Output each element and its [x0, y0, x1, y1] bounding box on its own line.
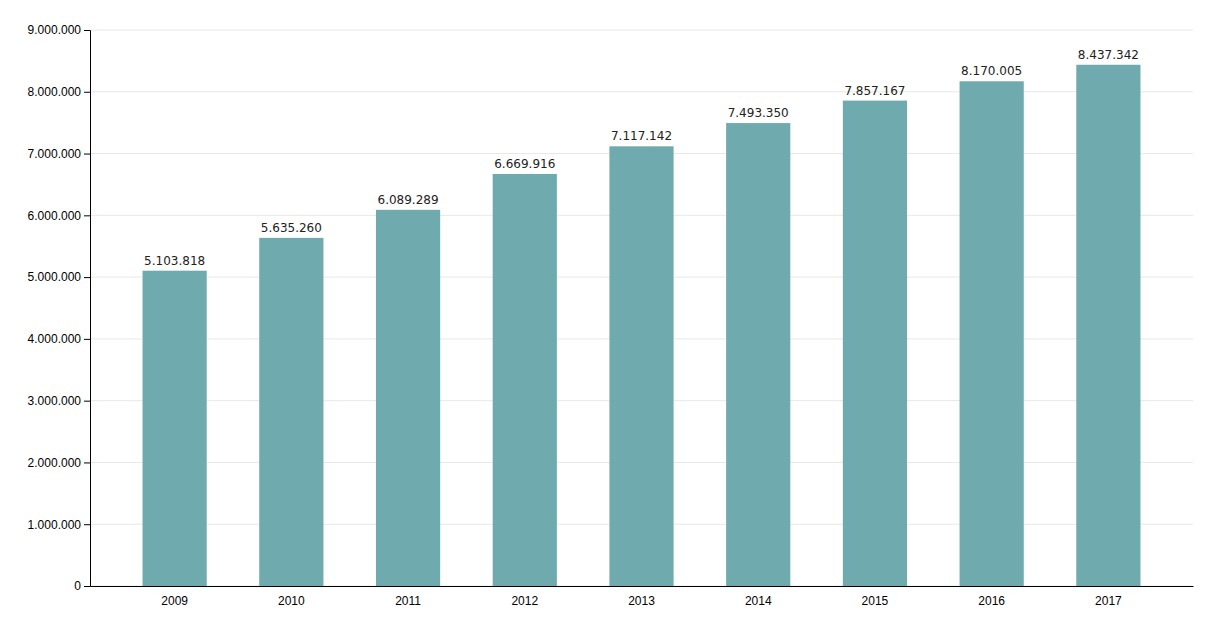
- data-label: 5.103.818: [144, 254, 205, 268]
- y-tick-mark: [84, 277, 90, 278]
- bar: [1076, 65, 1140, 586]
- y-tick: 4.000.000: [28, 332, 90, 346]
- y-tick: 6.000.000: [28, 209, 90, 223]
- bars: [143, 65, 1141, 586]
- bar: [726, 123, 790, 586]
- data-label: 6.669.916: [494, 157, 555, 171]
- grid-line: [90, 30, 1193, 31]
- y-axis: 0 1.000.000 2.000.000 3.000.000 4.000.000 5.0…: [28, 23, 91, 593]
- x-tick: 2014: [745, 594, 772, 608]
- x-tick-label: 2014: [745, 594, 772, 608]
- y-tick: 9.000.000: [28, 23, 90, 37]
- bar: [843, 101, 907, 586]
- y-tick: 8.000.000: [28, 85, 90, 99]
- y-tick-mark: [84, 154, 90, 155]
- plot: 0 1.000.000 2.000.000 3.000.000 4.000.000 5.0…: [28, 23, 1194, 607]
- bar: [493, 174, 557, 586]
- chart: 0 1.000.000 2.000.000 3.000.000 4.000.000 5.0…: [0, 0, 1223, 631]
- y-tick-label: 3.000.000: [28, 394, 82, 408]
- y-tick: 3.000.000: [28, 394, 90, 408]
- data-label: 7.493.350: [728, 106, 789, 120]
- y-tick: 0: [74, 579, 90, 593]
- data-label: 8.437.342: [1078, 48, 1139, 62]
- x-tick-label: 2015: [862, 594, 889, 608]
- x-tick-label: 2010: [278, 594, 305, 608]
- y-tick-mark: [84, 92, 90, 93]
- x-tick: 2012: [511, 594, 538, 608]
- x-tick: 2011: [395, 594, 421, 608]
- x-axis-line: [91, 586, 1194, 587]
- bar: [376, 210, 440, 586]
- x-tick-label: 2009: [161, 594, 188, 608]
- x-tick-label: 2016: [978, 594, 1005, 608]
- x-tick-label: 2017: [1095, 594, 1122, 608]
- x-tick: 2010: [278, 594, 305, 608]
- data-labels: 5.103.818 5.635.260 6.089.289 6.669.916 7.11…: [144, 48, 1139, 268]
- y-tick-mark: [84, 339, 90, 340]
- x-tick-label: 2013: [628, 594, 655, 608]
- y-tick-label: 8.000.000: [28, 85, 82, 99]
- bar: [143, 271, 207, 586]
- bar: [259, 238, 323, 586]
- y-tick-mark: [84, 586, 90, 587]
- y-tick: 5.000.000: [28, 270, 90, 284]
- grid-line: [90, 91, 1193, 92]
- bar: [960, 81, 1024, 586]
- data-label: 8.170.005: [961, 64, 1022, 78]
- y-tick-label: 4.000.000: [28, 332, 82, 346]
- y-axis-line: [84, 31, 91, 587]
- y-tick: 2.000.000: [28, 456, 90, 470]
- y-tick-mark: [84, 524, 90, 525]
- y-tick-mark: [84, 30, 90, 31]
- x-tick-label: 2012: [511, 594, 538, 608]
- y-tick-label: 9.000.000: [28, 23, 82, 37]
- y-tick-mark: [84, 215, 90, 216]
- x-tick: 2017: [1095, 594, 1122, 608]
- data-label: 6.089.289: [378, 193, 439, 207]
- x-tick: 2013: [628, 594, 655, 608]
- y-tick-label: 7.000.000: [28, 147, 82, 161]
- y-tick-label: 1.000.000: [28, 518, 82, 532]
- data-label: 5.635.260: [261, 221, 322, 235]
- y-tick-label: 2.000.000: [28, 456, 82, 470]
- x-tick: 2015: [862, 594, 889, 608]
- x-tick: 2009: [161, 594, 188, 608]
- y-tick-label: 5.000.000: [28, 270, 82, 284]
- grid: [90, 30, 1193, 586]
- y-tick: 1.000.000: [28, 518, 90, 532]
- y-tick-mark: [84, 401, 90, 402]
- y-tick-label: 6.000.000: [28, 209, 82, 223]
- data-label: 7.857.167: [844, 84, 905, 98]
- x-axis: 2009 2010 2011 2012 2013 2014 2015 2016 2017: [91, 587, 1194, 608]
- x-tick: 2016: [978, 594, 1005, 608]
- data-label: 7.117.142: [611, 129, 672, 143]
- x-tick-label: 2011: [395, 594, 421, 608]
- y-tick-label: 0: [74, 579, 81, 593]
- bar: [609, 146, 673, 586]
- y-tick: 7.000.000: [28, 147, 90, 161]
- chart-container: 0 1.000.000 2.000.000 3.000.000 4.000.000 5.0…: [0, 0, 1223, 631]
- y-tick-mark: [84, 462, 90, 463]
